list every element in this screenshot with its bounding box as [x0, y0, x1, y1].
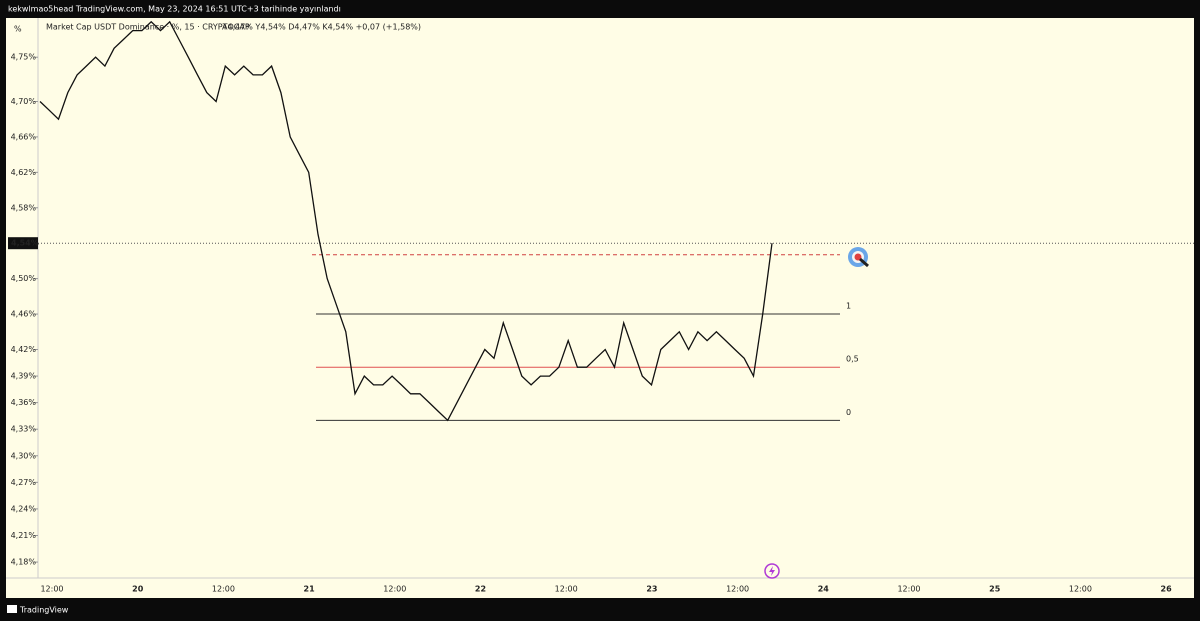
y-tick-label: 4,27%: [11, 478, 37, 487]
y-tick-label: 4,42%: [11, 345, 37, 354]
brand-logo: [7, 605, 17, 613]
price-line: [39, 20, 773, 422]
y-tick-label: 4,70%: [11, 97, 37, 106]
chart-title: Market Cap USDT Dominance · %, 15 · CRYP…: [46, 23, 250, 32]
x-tick-label: 12:00: [212, 585, 235, 594]
x-tick-label: 12:00: [555, 585, 578, 594]
x-tick-label: 12:00: [1069, 585, 1092, 594]
x-tick-label: 12:00: [383, 585, 406, 594]
current-price-box: [8, 237, 38, 250]
y-tick-label: 4,18%: [11, 558, 37, 567]
x-tick-label: 26: [1161, 585, 1173, 594]
y-tick-label: 4,36%: [11, 398, 37, 407]
x-tick-label: 12:00: [40, 585, 63, 594]
current-price-label: 4,54%: [11, 239, 39, 248]
x-tick-label: 12:00: [897, 585, 920, 594]
y-tick-label: 4,33%: [11, 425, 37, 434]
y-tick-label: 4,21%: [11, 531, 37, 540]
axis-unit: %: [14, 25, 22, 34]
y-tick-label: 4,75%: [11, 53, 37, 62]
x-tick-label: 12:00: [726, 585, 749, 594]
ohlc: A4,47% Y4,54% D4,47% K4,54% +0,07 (+1,58…: [222, 23, 421, 32]
x-tick-label: 22: [475, 585, 486, 594]
y-tick-label: 4,39%: [11, 372, 37, 381]
x-tick-label: 24: [818, 585, 830, 594]
y-tick-label: 4,66%: [11, 132, 37, 141]
fib-label: 0,5: [846, 355, 859, 364]
y-tick-label: 4,50%: [11, 274, 37, 283]
lightning-icon: [764, 563, 780, 579]
published: kekwlmao5head TradingView.com, May 23, 2…: [8, 5, 341, 14]
fib-label: 1: [846, 302, 851, 311]
x-tick-label: 25: [989, 585, 1001, 594]
x-tick-label: 23: [646, 585, 657, 594]
fib-label: 0: [846, 408, 851, 417]
x-tick-label: 20: [132, 585, 144, 594]
brand: TradingView: [19, 606, 69, 615]
y-tick-label: 4,46%: [11, 310, 37, 319]
y-tick-label: 4,30%: [11, 451, 37, 460]
target-icon: [848, 247, 869, 268]
y-tick-label: 4,62%: [11, 168, 37, 177]
x-tick-label: 21: [304, 585, 316, 594]
y-tick-label: 4,24%: [11, 504, 37, 513]
chart-area: [6, 18, 1194, 598]
y-tick-label: 4,58%: [11, 203, 37, 212]
